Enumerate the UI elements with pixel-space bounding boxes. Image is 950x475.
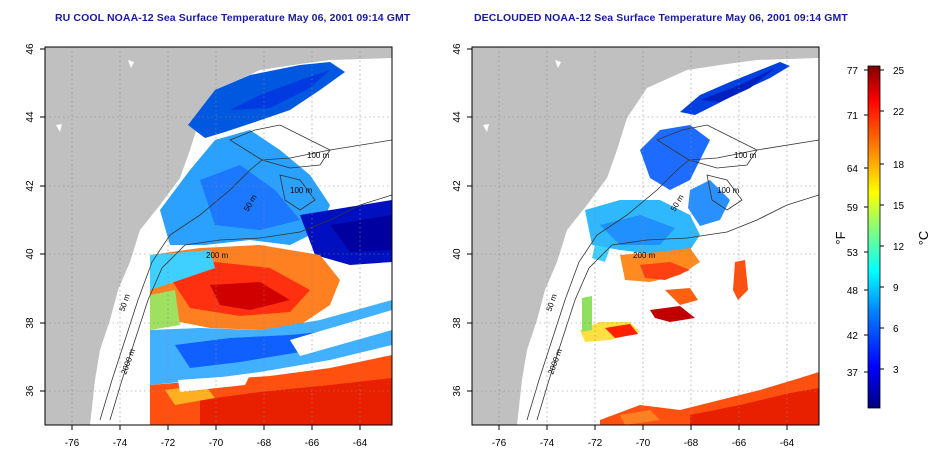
fahrenheit-tick: 77 [847,66,859,77]
lon-tick-label: -68 [684,438,699,449]
lat-tick-label: 36 [25,385,36,397]
contour-label-200m: 200 m [206,251,229,260]
lat-tick-label: 44 [452,111,463,123]
temperature-colorbar: 77 71 64 59 53 48 42 37 25 22 18 15 12 9… [833,65,931,409]
lon-tick-label: -64 [780,438,795,449]
contour-label-200m: 200 m [633,251,656,260]
lon-tick-label: -76 [492,438,507,449]
lat-tick-label: 46 [452,43,463,55]
lat-tick-label: 38 [25,317,36,329]
lon-tick-label: -70 [636,438,651,449]
lat-tick-label: 36 [452,385,463,397]
lat-tick-label: 44 [25,111,36,123]
lon-tick-label: -68 [257,438,272,449]
fahrenheit-axis-label: °F [833,231,848,244]
lon-tick-label: -64 [353,438,368,449]
contour-label-100m: 100 m [734,151,757,160]
lon-tick-label: -66 [305,438,320,449]
lon-tick-label: -74 [113,438,128,449]
celsius-axis-label: °C [916,231,931,246]
lat-tick-label: 46 [25,43,36,55]
lon-tick-label: -72 [588,438,603,449]
fahrenheit-tick: 42 [847,331,859,342]
celsius-tick: 15 [893,201,905,212]
fahrenheit-tick: 48 [847,286,859,297]
lon-tick-label: -74 [540,438,555,449]
left-land [45,47,392,425]
celsius-tick: 12 [893,242,905,253]
celsius-tick: 25 [893,66,905,77]
fahrenheit-tick: 53 [847,248,859,259]
fahrenheit-tick: 37 [847,368,859,379]
lat-tick-label: 38 [452,317,463,329]
celsius-tick: 3 [893,365,899,376]
lon-tick-label: -72 [161,438,176,449]
lon-tick-label: -76 [65,438,80,449]
celsius-tick: 9 [893,283,899,294]
lon-tick-label: -66 [732,438,747,449]
colorbar-gradient [867,65,881,409]
right-land [472,47,819,425]
lat-tick-label: 42 [452,180,463,192]
lat-tick-label: 40 [25,248,36,260]
left-map-title: RU COOL NOAA-12 Sea Surface Temperature … [55,12,411,24]
lon-tick-label: -70 [209,438,224,449]
lat-tick-label: 40 [452,248,463,260]
fahrenheit-tick: 59 [847,203,859,214]
celsius-tick: 6 [893,324,899,335]
left-map: 100 m 100 m 50 m 200 m 50 m 2000 m [25,43,393,449]
lat-tick-label: 42 [25,180,36,192]
contour-label-100m: 100 m [717,186,740,195]
fahrenheit-tick: 64 [847,164,859,175]
right-map-title: DECLOUDED NOAA-12 Sea Surface Temperatur… [474,12,848,24]
celsius-tick: 22 [893,107,905,118]
contour-label-100m: 100 m [307,151,330,160]
fahrenheit-tick: 71 [847,111,859,122]
celsius-tick: 18 [893,160,905,171]
contour-label-100m: 100 m [290,186,313,195]
right-map: 100 m 100 m 50 m 200 m 50 m 2000 m [452,43,820,449]
